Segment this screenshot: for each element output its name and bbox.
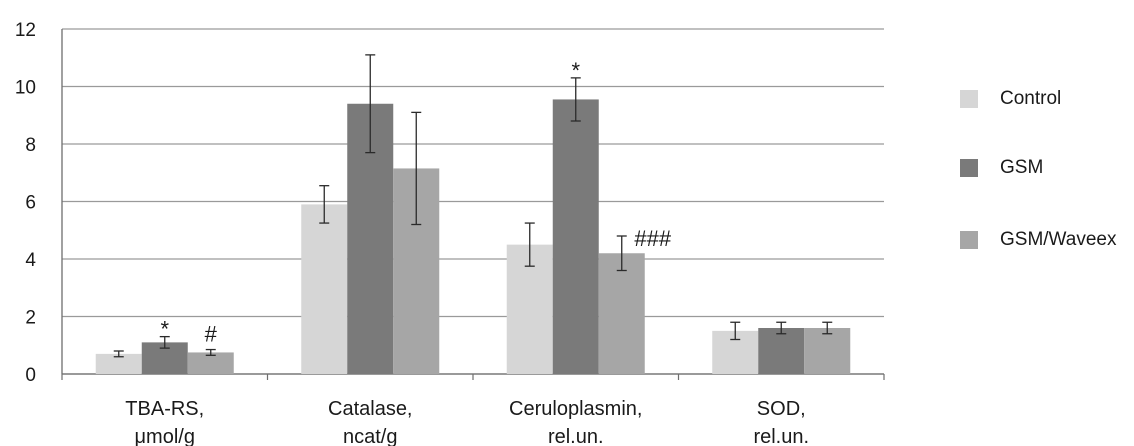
significance-marker: * xyxy=(160,317,169,342)
legend-swatch-gsm xyxy=(960,159,978,177)
y-tick-label: 6 xyxy=(25,193,36,214)
y-tick-label: 8 xyxy=(25,135,36,156)
y-tick-label: 10 xyxy=(15,78,36,99)
legend-label-gsm-waveex: GSM/Waveex xyxy=(1000,229,1117,250)
significance-marker: ### xyxy=(634,226,671,251)
y-tick-label: 2 xyxy=(25,308,36,329)
legend-label-gsm: GSM xyxy=(1000,157,1044,178)
x-tick-label: rel.un. xyxy=(548,426,604,446)
bar xyxy=(598,253,645,374)
x-tick-label: TBA-RS, xyxy=(125,398,204,420)
bar xyxy=(758,328,805,374)
legend-item-gsm: GSM xyxy=(960,157,1043,179)
x-tick-label: ncat/g xyxy=(343,426,397,446)
legend-swatch-gsm-waveex xyxy=(960,231,978,249)
legend-item-gsm-waveex: GSM/Waveex xyxy=(960,229,1117,251)
bar xyxy=(187,352,234,374)
significance-marker: # xyxy=(205,322,218,347)
bar xyxy=(95,353,142,374)
significance-marker: * xyxy=(571,58,580,83)
x-tick-label: SOD, xyxy=(757,398,806,420)
x-tick-label: Ceruloplasmin, xyxy=(509,398,642,420)
y-tick-label: 0 xyxy=(25,365,36,386)
y-tick-label: 12 xyxy=(15,20,36,41)
x-tick-label: μmol/g xyxy=(135,426,195,446)
legend-swatch-control xyxy=(960,90,978,108)
legend-label-control: Control xyxy=(1000,88,1062,109)
bar xyxy=(804,328,851,374)
legend-item-control: Control xyxy=(960,88,1061,110)
y-tick-label: 4 xyxy=(25,250,36,271)
x-tick-label: rel.un. xyxy=(753,426,809,446)
bar xyxy=(301,204,348,374)
bar xyxy=(552,99,599,374)
x-tick-label: Catalase, xyxy=(328,398,413,420)
